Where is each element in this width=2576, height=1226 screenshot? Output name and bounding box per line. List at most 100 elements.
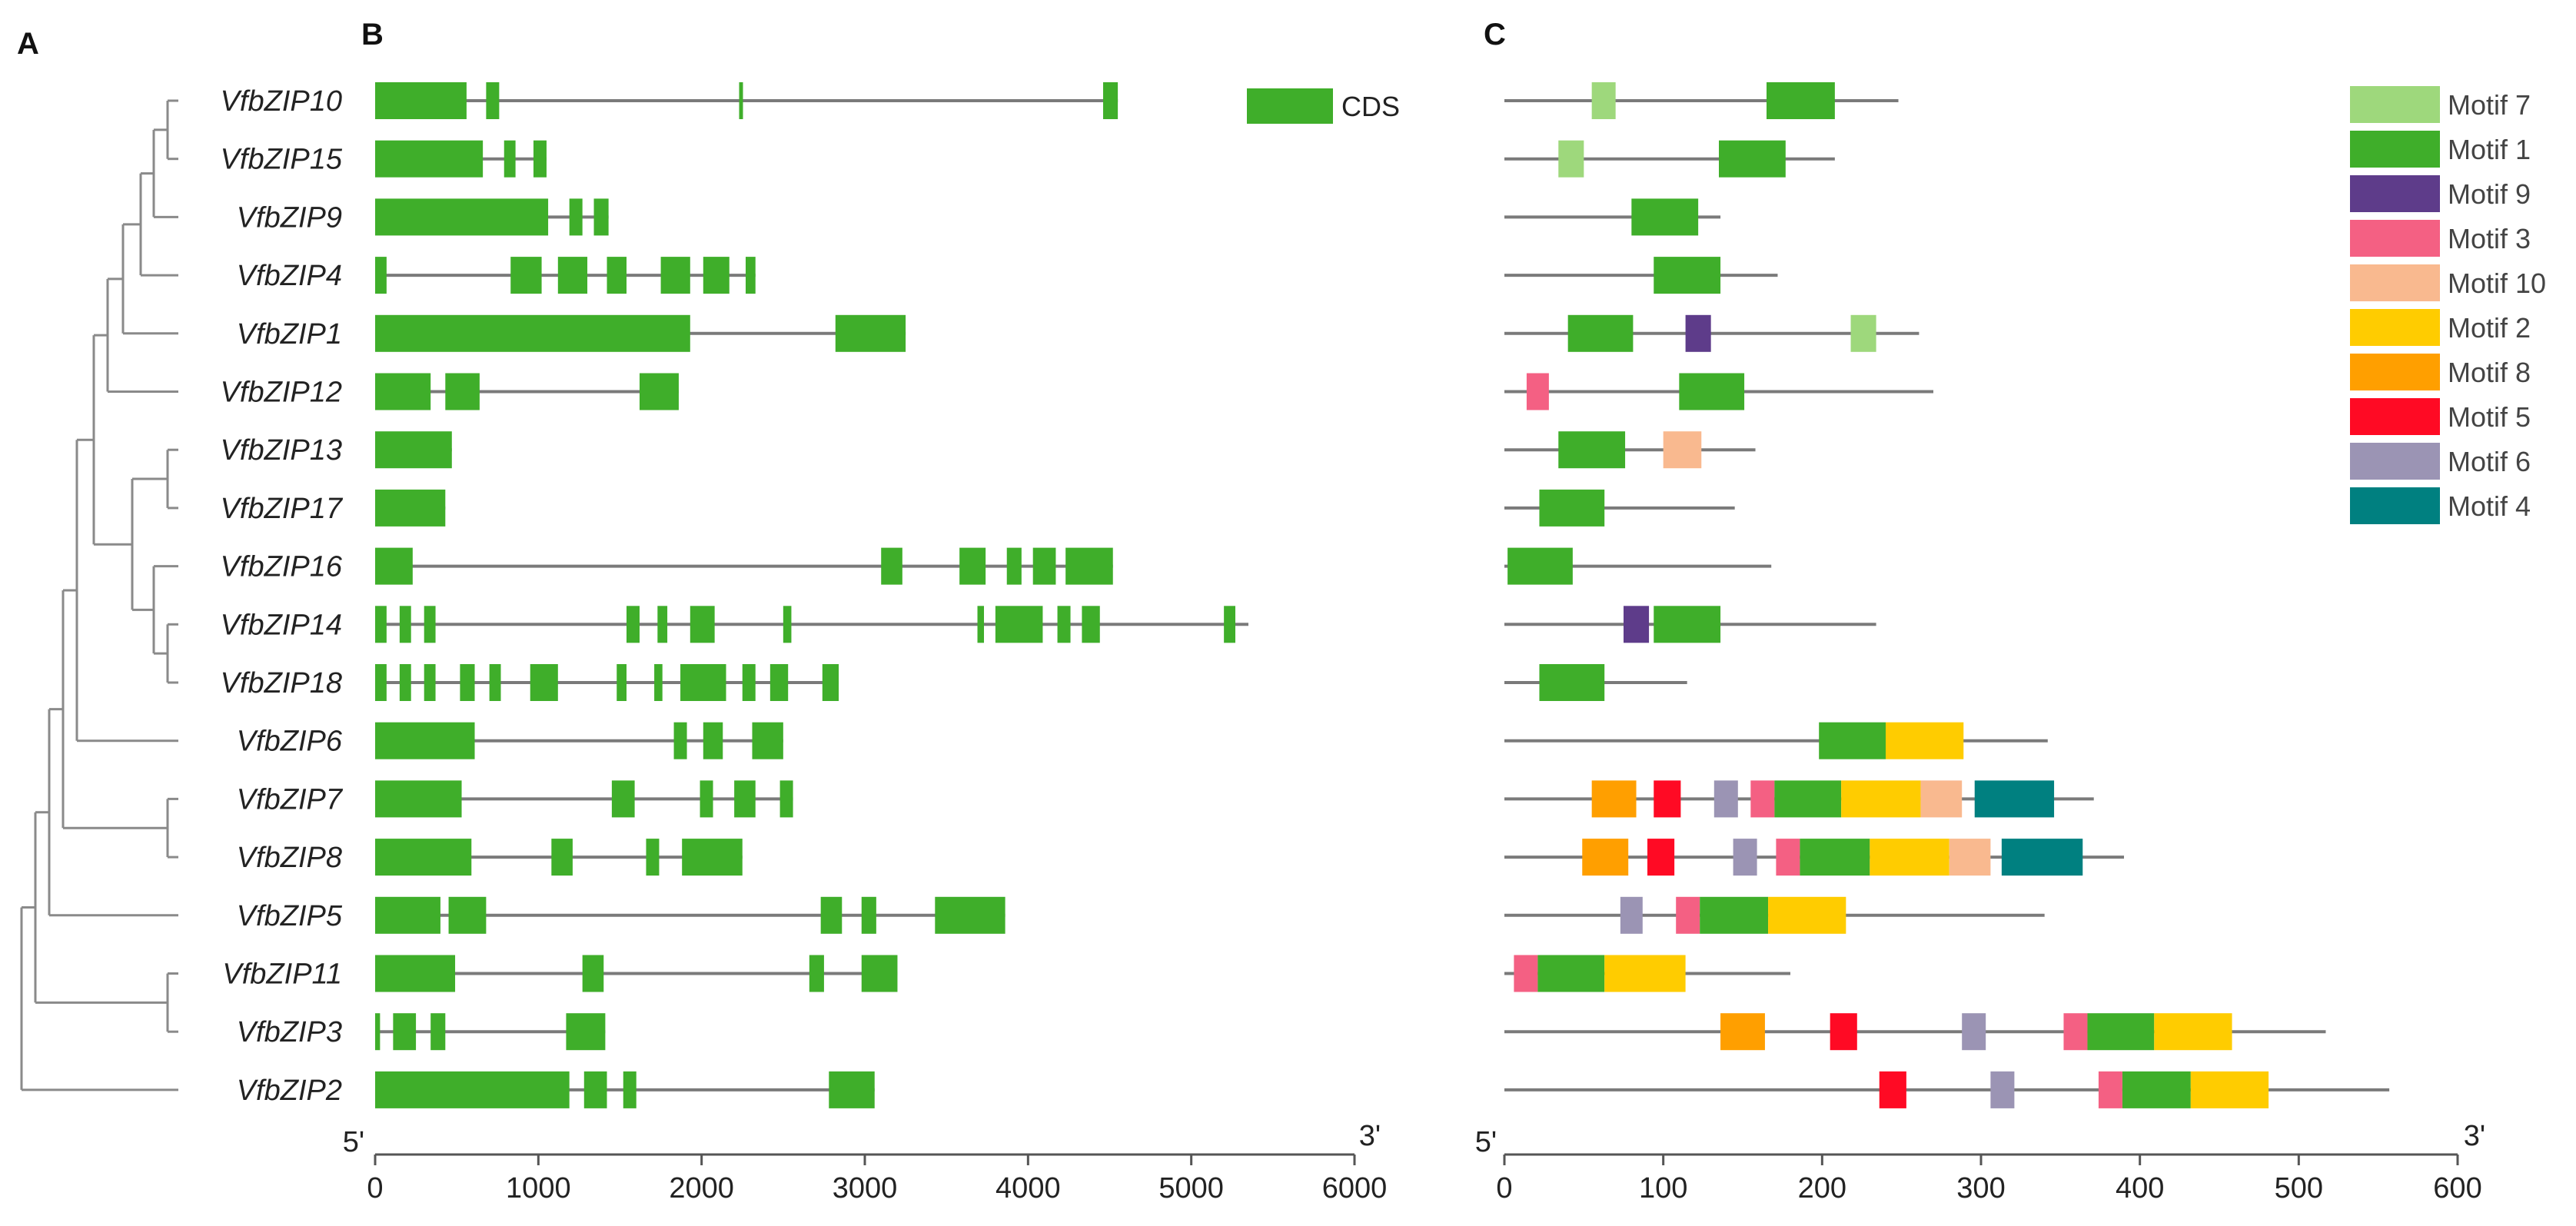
gene-structure-row bbox=[375, 140, 547, 178]
cds-exon bbox=[583, 1071, 607, 1108]
axis-tick-label: 6000 bbox=[1322, 1172, 1388, 1204]
gene-name-vfbzip1: VfbZIP1 bbox=[237, 318, 342, 351]
gene-structure-row bbox=[375, 896, 1005, 934]
axis-tick-label: 300 bbox=[1956, 1172, 2005, 1204]
cds-exon bbox=[700, 780, 713, 818]
motif-box-motif-1 bbox=[1800, 839, 1870, 876]
motif-box-motif-2 bbox=[1604, 955, 1686, 992]
motif-row bbox=[1504, 489, 1735, 527]
motif-box-motif-6 bbox=[1620, 896, 1643, 934]
cds-exon bbox=[375, 722, 475, 759]
motif-box-motif-6 bbox=[1990, 1071, 2015, 1108]
motif-box-motif-1 bbox=[1774, 780, 1842, 818]
cds-exon bbox=[593, 198, 609, 236]
cds-exon bbox=[510, 257, 542, 294]
motif-box-motif-2 bbox=[1841, 780, 1921, 818]
gene-structure-row bbox=[375, 1013, 606, 1051]
axis-3prime-label: 3' bbox=[1359, 1120, 1381, 1152]
cds-exon bbox=[809, 955, 824, 992]
motif-box-motif-5 bbox=[1654, 780, 1681, 818]
motif-box-motif-2 bbox=[1768, 896, 1846, 934]
cds-exon bbox=[424, 606, 436, 643]
motif-box-motif-3 bbox=[1750, 780, 1775, 818]
cds-exon bbox=[959, 547, 986, 585]
cds-exon bbox=[769, 664, 789, 701]
cds-exon bbox=[611, 780, 635, 818]
motif-row bbox=[1504, 955, 1790, 992]
gene-name-vfbzip8: VfbZIP8 bbox=[237, 842, 342, 874]
motif-legend-swatch bbox=[2350, 264, 2440, 301]
cds-exon bbox=[375, 82, 467, 119]
cds-exon bbox=[745, 257, 756, 294]
axis-tick-label: 1000 bbox=[506, 1172, 571, 1204]
motif-legend-label: Motif 7 bbox=[2448, 89, 2531, 121]
cds-exon bbox=[375, 140, 484, 178]
motif-box-motif-1 bbox=[1537, 955, 1605, 992]
cds-exon bbox=[617, 664, 627, 701]
cds-exon bbox=[881, 547, 902, 585]
motif-box-motif-10 bbox=[1663, 431, 1702, 469]
cds-legend-swatch bbox=[1247, 88, 1333, 124]
motif-box-motif-2 bbox=[2154, 1013, 2232, 1051]
cds-exon bbox=[680, 664, 726, 701]
motif-legend-swatch bbox=[2350, 354, 2440, 390]
gene-name-vfbzip15: VfbZIP15 bbox=[221, 144, 343, 176]
cds-exon bbox=[375, 373, 431, 410]
axis-tick-label: 500 bbox=[2275, 1172, 2323, 1204]
gene-name-vfbzip5: VfbZIP5 bbox=[237, 900, 343, 932]
cds-exon bbox=[1032, 547, 1056, 585]
cds-exon bbox=[739, 82, 743, 119]
cds-exon bbox=[1057, 606, 1071, 643]
motif-box-motif-1 bbox=[1631, 198, 1699, 236]
cds-exon bbox=[375, 547, 413, 585]
motif-box-motif-1 bbox=[2087, 1013, 2155, 1051]
gene-name-vfbzip11: VfbZIP11 bbox=[222, 959, 342, 991]
gene-name-vfbzip3: VfbZIP3 bbox=[237, 1016, 342, 1048]
axis-3prime-label: 3' bbox=[2464, 1120, 2485, 1152]
motif-legend-swatch bbox=[2350, 309, 2440, 346]
gene-structure-row bbox=[375, 82, 1118, 119]
cds-exon bbox=[375, 1013, 381, 1051]
cds-exon bbox=[399, 664, 411, 701]
cds-exon bbox=[375, 1071, 570, 1108]
cds-exon bbox=[703, 257, 730, 294]
motif-box-motif-3 bbox=[2063, 1013, 2088, 1051]
motif-box-motif-7 bbox=[1850, 314, 1876, 352]
motif-row bbox=[1504, 140, 1835, 178]
motif-legend-label: Motif 2 bbox=[2448, 312, 2531, 344]
gene-structure-row bbox=[375, 722, 783, 759]
gene-structure-row bbox=[375, 780, 793, 818]
gene-structure-row bbox=[375, 198, 609, 236]
cds-exon bbox=[682, 839, 743, 876]
motif-box-motif-10 bbox=[1920, 780, 1963, 818]
panel-label-a: A bbox=[17, 27, 39, 61]
gene-name-vfbzip4: VfbZIP4 bbox=[237, 260, 342, 292]
motif-box-motif-7 bbox=[1558, 140, 1584, 178]
motif-box-motif-10 bbox=[1949, 839, 1991, 876]
cds-exon bbox=[626, 606, 640, 643]
motif-box-motif-6 bbox=[1713, 780, 1738, 818]
exon-intron-panel bbox=[375, 82, 1248, 1108]
motif-box-motif-8 bbox=[1582, 839, 1629, 876]
cds-exon bbox=[375, 606, 387, 643]
motif-box-motif-1 bbox=[1558, 431, 1626, 469]
motif-box-motif-4 bbox=[1974, 780, 2055, 818]
gene-structure-row bbox=[375, 606, 1248, 643]
motif-box-motif-1 bbox=[1539, 664, 1605, 701]
cds-exon bbox=[995, 606, 1043, 643]
axis-tick-label: 2000 bbox=[669, 1172, 734, 1204]
cds-exon bbox=[551, 839, 573, 876]
cds-exon bbox=[569, 198, 583, 236]
cds-exon bbox=[557, 257, 588, 294]
motif-box-motif-4 bbox=[2001, 839, 2083, 876]
motif-box-motif-1 bbox=[1819, 722, 1886, 759]
gene-structure-row bbox=[375, 489, 446, 527]
gene-name-vfbzip14: VfbZIP14 bbox=[221, 609, 342, 641]
cds-exon bbox=[375, 198, 549, 236]
motif-box-motif-5 bbox=[1830, 1013, 1857, 1051]
motif-row bbox=[1504, 839, 2124, 876]
cds-exon bbox=[582, 955, 604, 992]
gene-name-vfbzip7: VfbZIP7 bbox=[237, 783, 344, 816]
axis-tick-label: 200 bbox=[1798, 1172, 1846, 1204]
axis-tick-label: 0 bbox=[367, 1172, 383, 1204]
